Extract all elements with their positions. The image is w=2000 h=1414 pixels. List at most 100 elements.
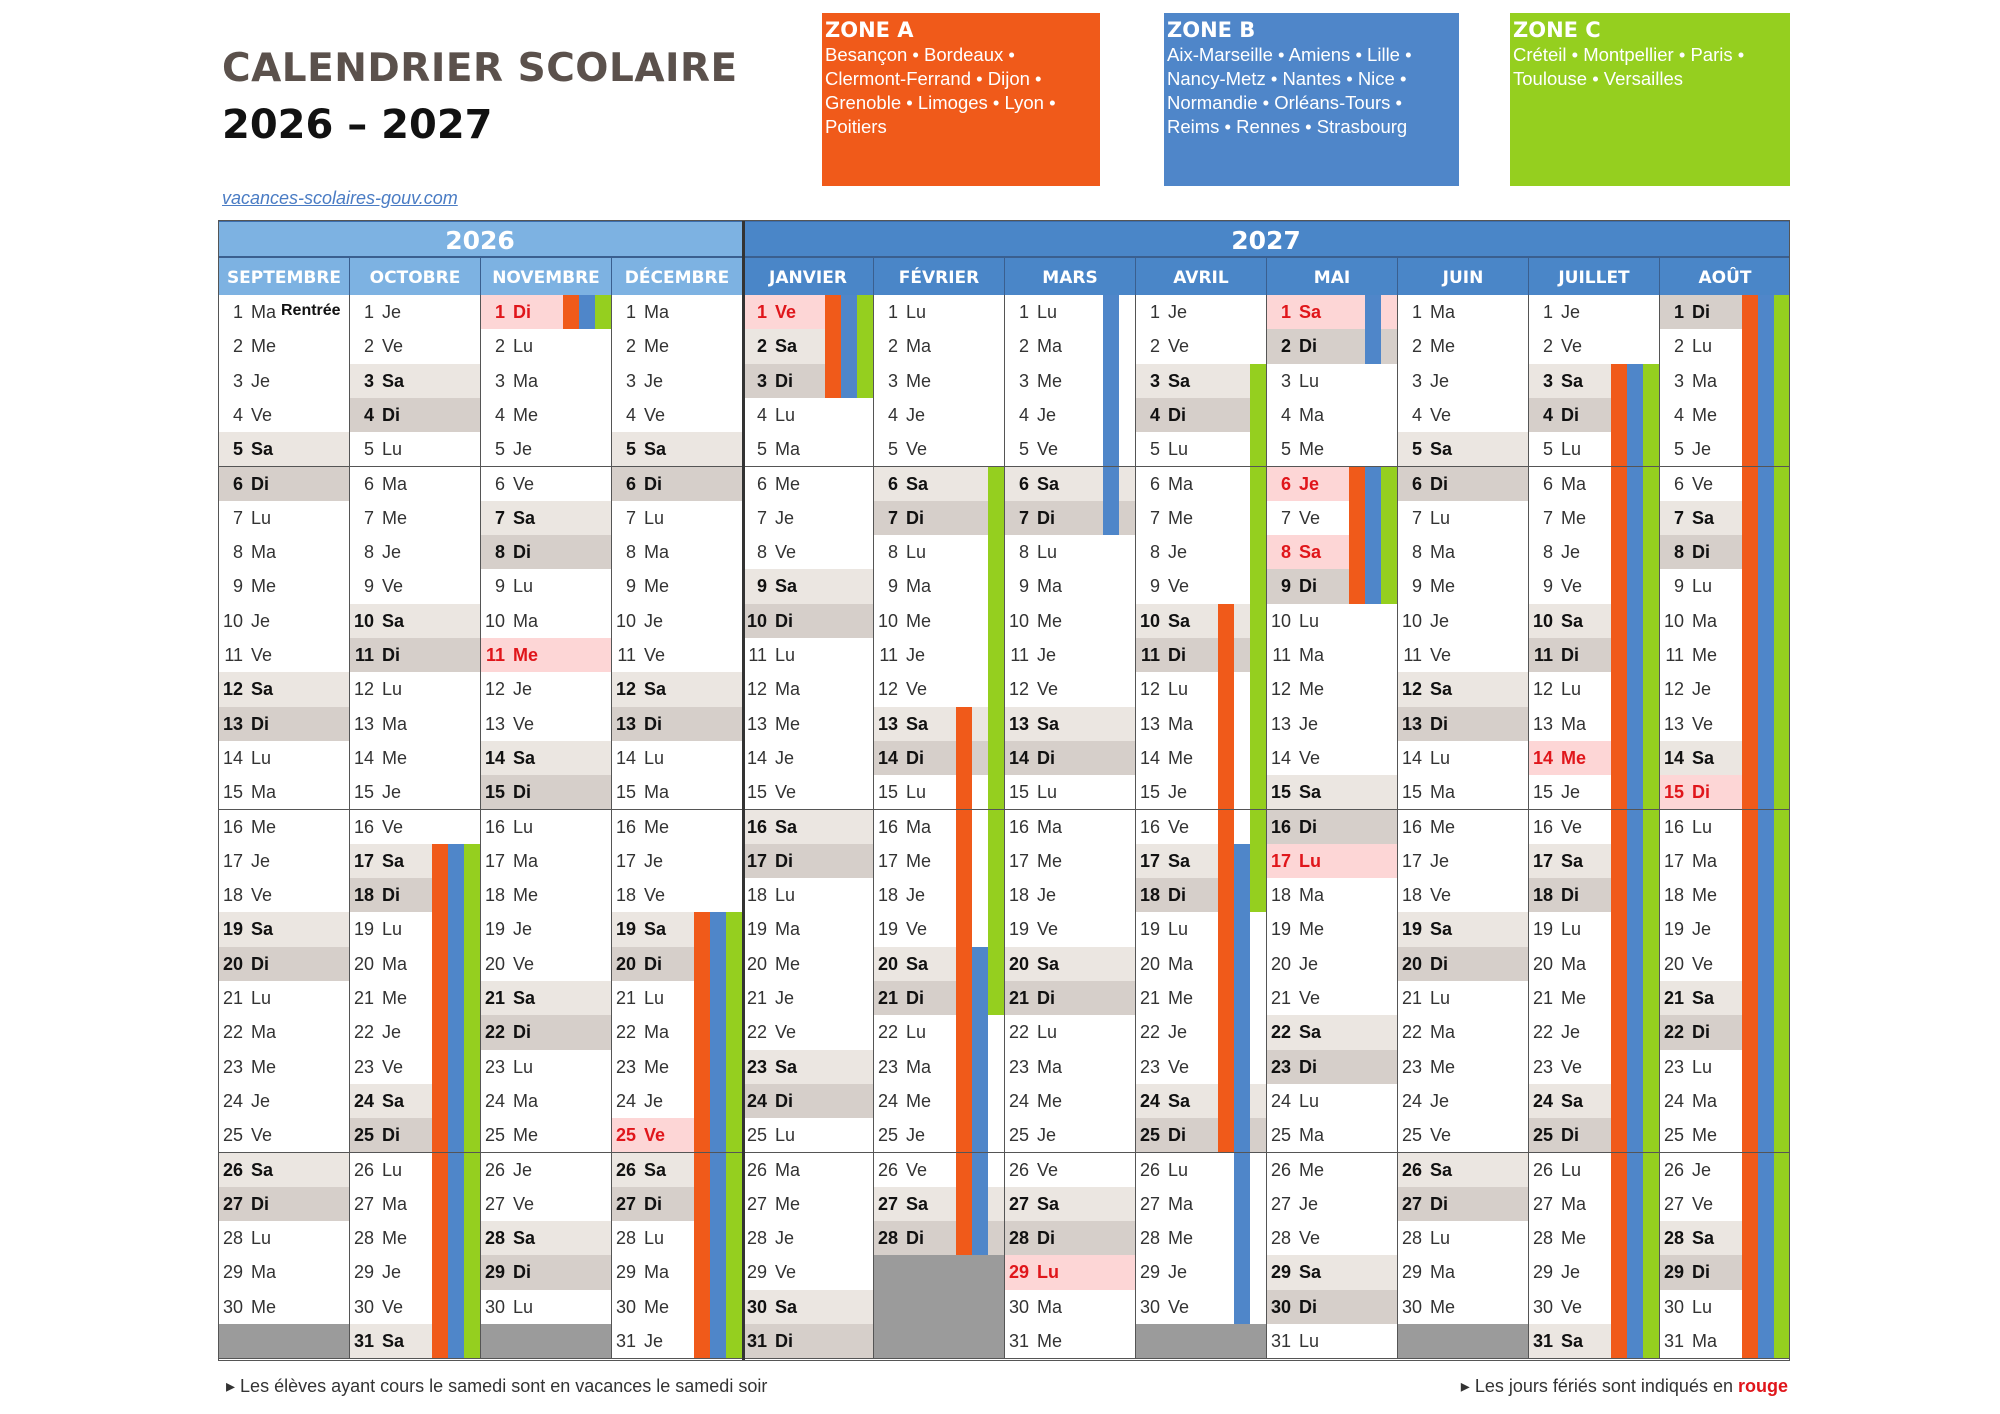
day-cell[interactable]: 13 Ve: [1659, 706, 1790, 742]
day-cell[interactable]: 22 Je: [349, 1015, 480, 1051]
day-cell[interactable]: 8 Je: [349, 535, 480, 571]
day-cell[interactable]: 20 Ma: [1135, 946, 1266, 982]
day-cell[interactable]: 2 Me: [611, 329, 742, 365]
day-cell[interactable]: 24 Ma: [480, 1083, 611, 1120]
day-cell[interactable]: 1 Je: [1135, 295, 1266, 331]
day-cell[interactable]: 3 Je: [1397, 363, 1528, 399]
day-cell[interactable]: 19 Sa: [1397, 912, 1528, 948]
day-cell[interactable]: 22 Ve: [742, 1015, 873, 1051]
day-cell[interactable]: 16 Ve: [1135, 809, 1266, 845]
day-cell[interactable]: 9 Me: [218, 569, 349, 605]
day-cell[interactable]: 21 Je: [742, 981, 873, 1017]
day-cell[interactable]: 28 Je: [742, 1221, 873, 1257]
day-cell[interactable]: 20 Me: [742, 946, 873, 982]
day-cell[interactable]: 2 Di: [1266, 329, 1397, 365]
day-cell[interactable]: 10 Me: [1004, 603, 1135, 639]
day-cell[interactable]: 19 Ve: [1004, 912, 1135, 948]
day-cell[interactable]: 16 Me: [1397, 809, 1528, 845]
day-cell[interactable]: 9 Sa: [742, 569, 873, 605]
day-cell[interactable]: 27 Ma: [1528, 1186, 1659, 1223]
day-cell[interactable]: 16 Me: [611, 809, 742, 845]
day-cell[interactable]: 24 Lu: [1266, 1083, 1397, 1120]
day-cell[interactable]: 31 Sa: [1528, 1324, 1659, 1360]
day-cell[interactable]: 13 Me: [742, 706, 873, 742]
day-cell[interactable]: 6 Sa: [1004, 466, 1135, 502]
day-cell[interactable]: 10 Je: [1397, 603, 1528, 639]
day-cell[interactable]: 3 Me: [1004, 363, 1135, 399]
day-cell[interactable]: 2 Sa: [742, 329, 873, 365]
day-cell[interactable]: 18 Me: [1659, 878, 1790, 914]
day-cell[interactable]: 3 Sa: [349, 363, 480, 399]
day-cell[interactable]: 18 Ve: [611, 878, 742, 914]
day-cell[interactable]: 9 Me: [611, 569, 742, 605]
day-cell[interactable]: 13 Je: [1266, 706, 1397, 742]
day-cell[interactable]: 17 Sa: [1528, 843, 1659, 880]
day-cell[interactable]: 30 Di: [1266, 1289, 1397, 1325]
day-cell[interactable]: 4 Je: [873, 397, 1004, 434]
day-cell[interactable]: 28 Lu: [218, 1221, 349, 1257]
day-cell[interactable]: 17 Me: [1004, 843, 1135, 880]
day-cell[interactable]: 17 Je: [218, 843, 349, 880]
day-cell[interactable]: 12 Lu: [1528, 672, 1659, 708]
day-cell[interactable]: 28 Me: [1528, 1221, 1659, 1257]
day-cell[interactable]: 11 Lu: [742, 638, 873, 674]
day-cell[interactable]: 27 Me: [742, 1186, 873, 1223]
day-cell[interactable]: 26 Lu: [1528, 1152, 1659, 1188]
day-cell[interactable]: 25 Di: [349, 1118, 480, 1154]
day-cell[interactable]: 12 Ve: [1004, 672, 1135, 708]
day-cell[interactable]: 13 Di: [611, 706, 742, 742]
day-cell[interactable]: 12 Sa: [1397, 672, 1528, 708]
day-cell[interactable]: 1 Sa: [1266, 295, 1397, 331]
day-cell[interactable]: 7 Ve: [1266, 500, 1397, 537]
day-cell[interactable]: 13 Ve: [480, 706, 611, 742]
day-cell[interactable]: 1 Ma Rentrée: [218, 295, 349, 331]
day-cell[interactable]: 29 Je: [1135, 1255, 1266, 1291]
day-cell[interactable]: 25 Ma: [1266, 1118, 1397, 1154]
day-cell[interactable]: 10 Je: [611, 603, 742, 639]
day-cell[interactable]: 19 Sa: [611, 912, 742, 948]
day-cell[interactable]: 8 Ma: [611, 535, 742, 571]
day-cell[interactable]: 2 Me: [1397, 329, 1528, 365]
day-cell[interactable]: 23 Ve: [1528, 1049, 1659, 1085]
day-cell[interactable]: 7 Me: [349, 500, 480, 537]
day-cell[interactable]: 27 Ma: [1135, 1186, 1266, 1223]
day-cell[interactable]: 28 Lu: [611, 1221, 742, 1257]
day-cell[interactable]: 11 Di: [1528, 638, 1659, 674]
day-cell[interactable]: 23 Me: [1397, 1049, 1528, 1085]
day-cell[interactable]: 3 Sa: [1135, 363, 1266, 399]
day-cell[interactable]: 9 Ma: [873, 569, 1004, 605]
day-cell[interactable]: 26 Sa: [611, 1152, 742, 1188]
day-cell[interactable]: 25 Di: [1135, 1118, 1266, 1154]
day-cell[interactable]: 22 Di: [480, 1015, 611, 1051]
day-cell[interactable]: 28 Me: [1135, 1221, 1266, 1257]
day-cell[interactable]: 18 Je: [1004, 878, 1135, 914]
day-cell[interactable]: 19 Sa: [218, 912, 349, 948]
day-cell[interactable]: 29 Lu: [1004, 1255, 1135, 1291]
day-cell[interactable]: 12 Lu: [349, 672, 480, 708]
day-cell[interactable]: 8 Ma: [1397, 535, 1528, 571]
day-cell[interactable]: 21 Di: [1004, 981, 1135, 1017]
day-cell[interactable]: 13 Ma: [349, 706, 480, 742]
day-cell[interactable]: 9 Ve: [1135, 569, 1266, 605]
day-cell[interactable]: 25 Ve: [611, 1118, 742, 1154]
day-cell[interactable]: 26 Lu: [349, 1152, 480, 1188]
day-cell[interactable]: 11 Di: [349, 638, 480, 674]
day-cell[interactable]: 5 Me: [1266, 432, 1397, 468]
day-cell[interactable]: 2 Lu: [480, 329, 611, 365]
day-cell[interactable]: 4 Di: [349, 397, 480, 434]
day-cell[interactable]: 19 Lu: [1135, 912, 1266, 948]
day-cell[interactable]: 8 Lu: [873, 535, 1004, 571]
day-cell[interactable]: 21 Lu: [611, 981, 742, 1017]
day-cell[interactable]: 26 Je: [1659, 1152, 1790, 1188]
day-cell[interactable]: 15 Je: [349, 775, 480, 811]
day-cell[interactable]: 16 Sa: [742, 809, 873, 845]
day-cell[interactable]: 15 Je: [1528, 775, 1659, 811]
day-cell[interactable]: 21 Me: [1528, 981, 1659, 1017]
day-cell[interactable]: 5 Lu: [1135, 432, 1266, 468]
day-cell[interactable]: 27 Di: [1397, 1186, 1528, 1223]
day-cell[interactable]: 30 Ve: [1528, 1289, 1659, 1325]
day-cell[interactable]: 20 Sa: [1004, 946, 1135, 982]
day-cell[interactable]: 10 Sa: [1135, 603, 1266, 639]
day-cell[interactable]: 28 Sa: [480, 1221, 611, 1257]
day-cell[interactable]: 29 Di: [1659, 1255, 1790, 1291]
